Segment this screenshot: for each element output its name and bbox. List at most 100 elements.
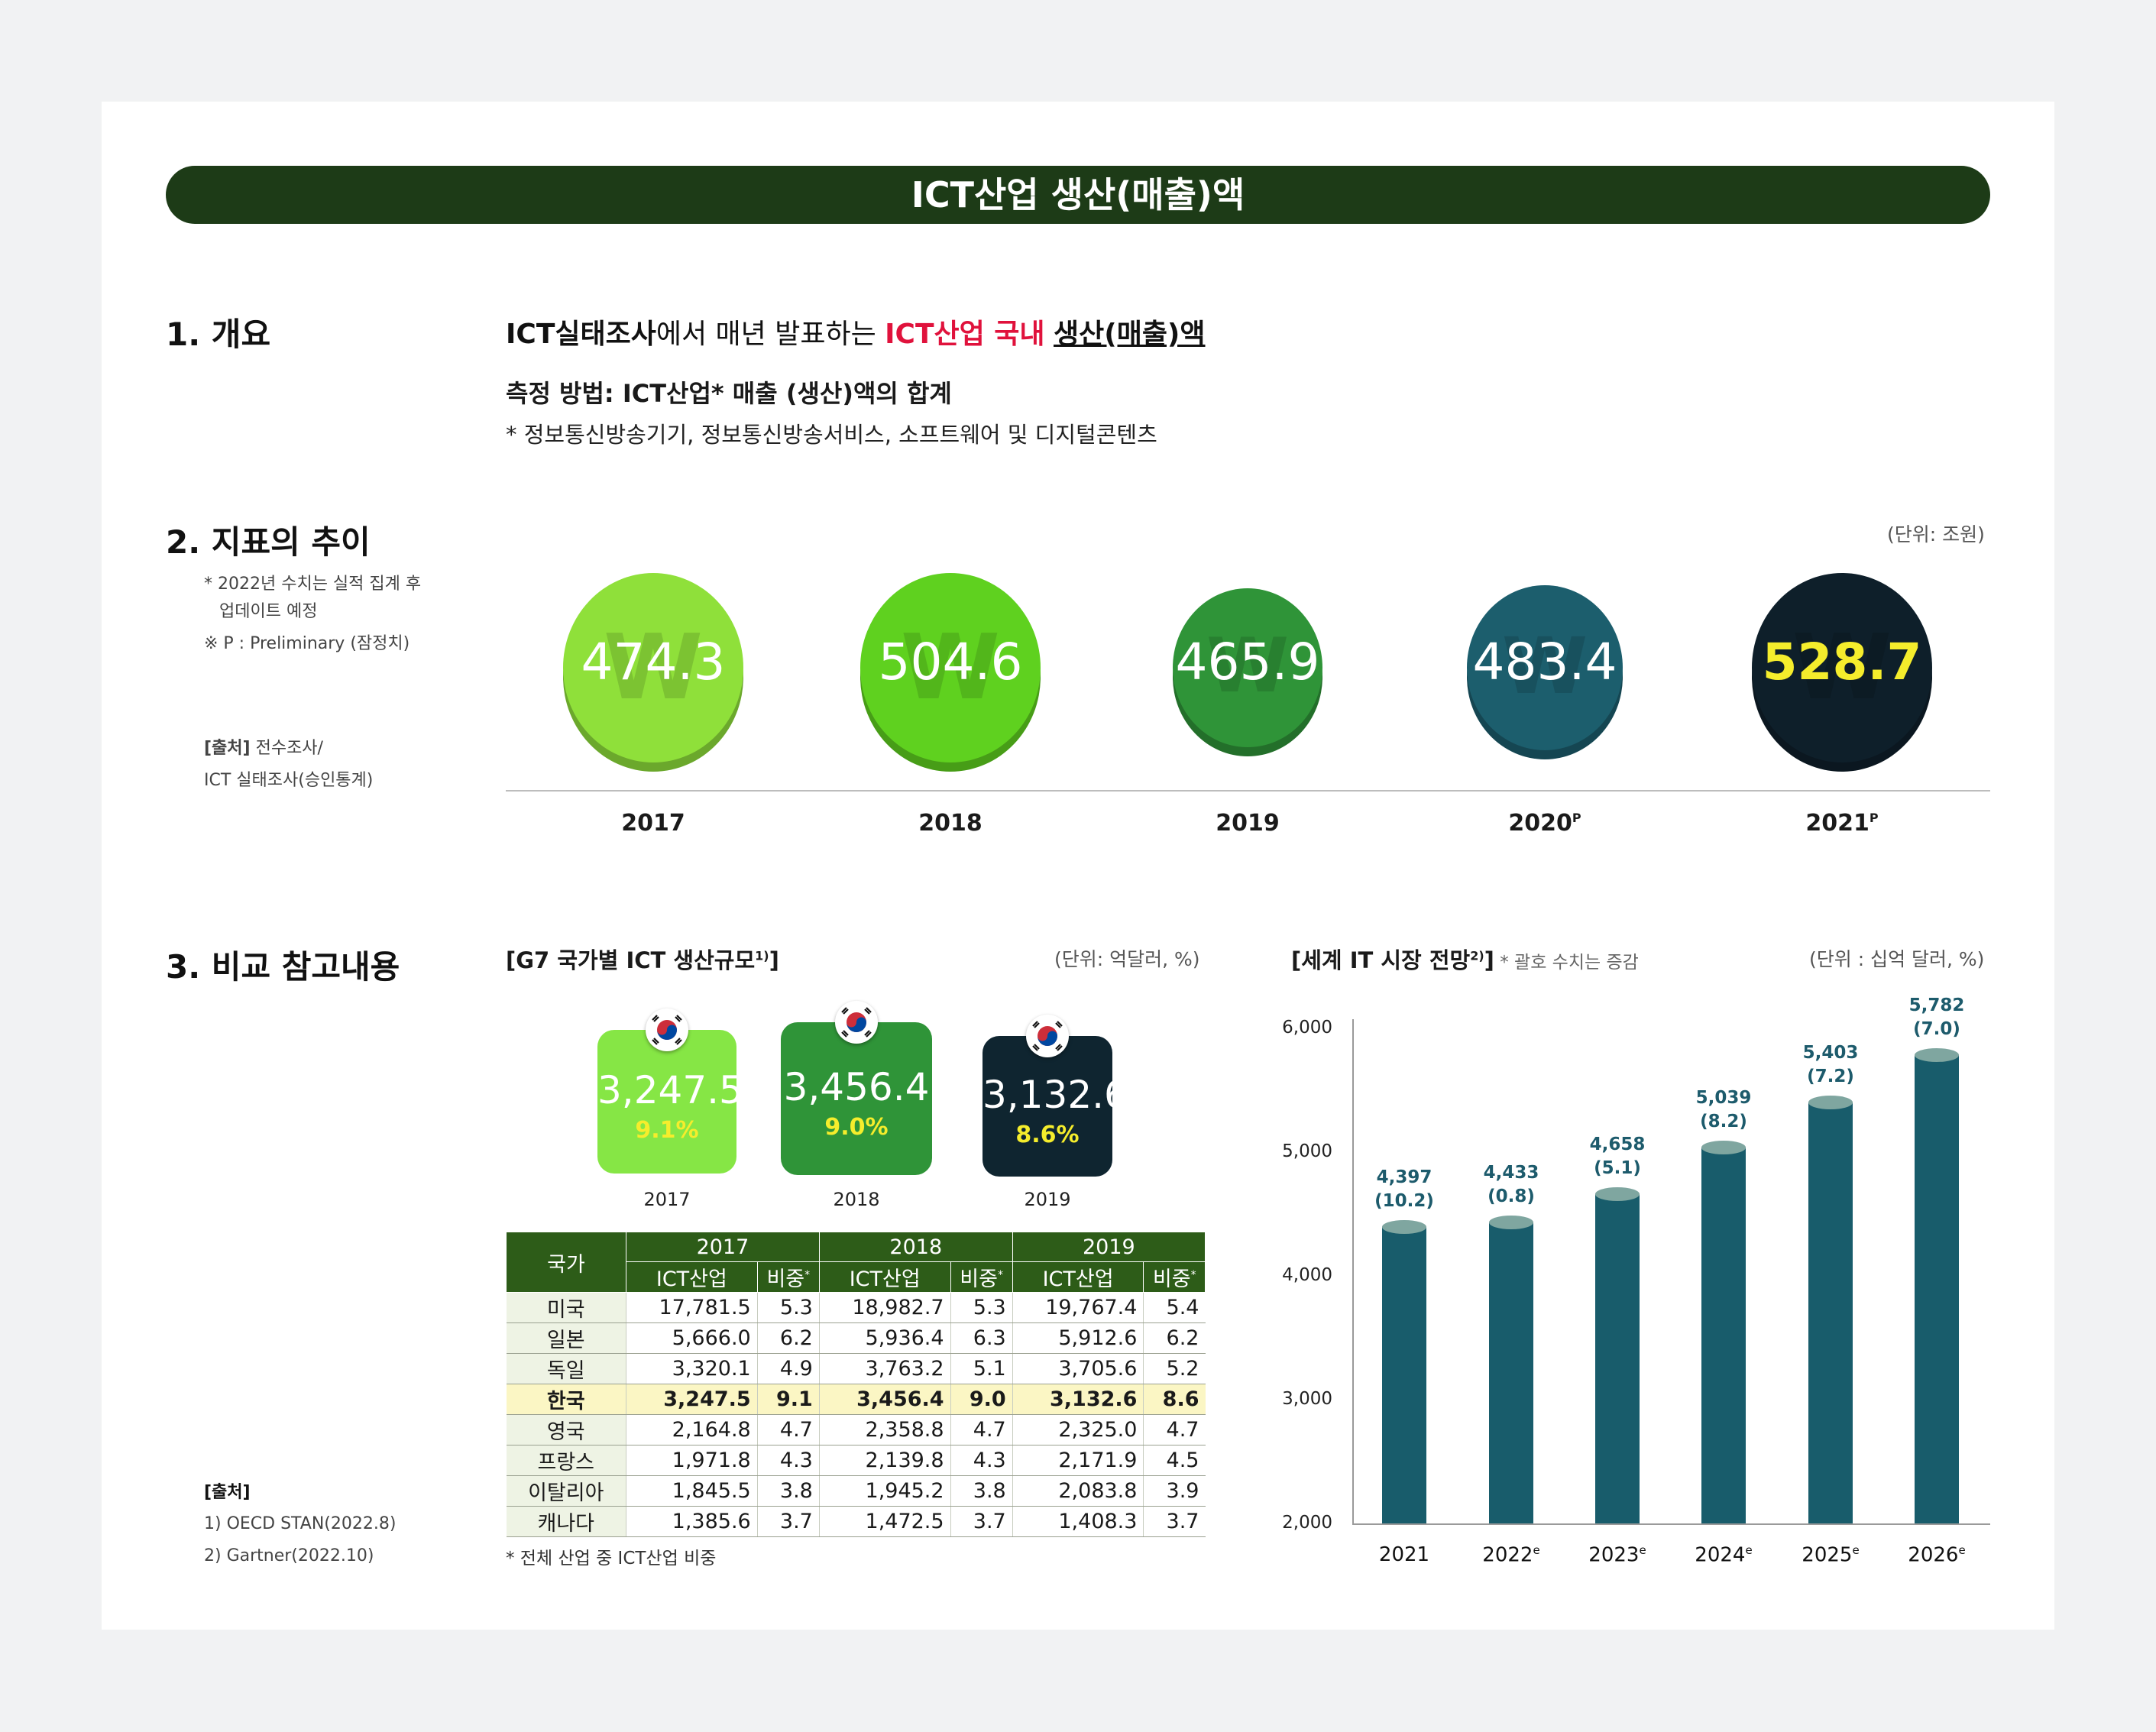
it-chart-title-text: [세계 IT 시장 전망 [1291,947,1471,973]
year-text: 2018 [918,810,983,837]
it-chart-title: [세계 IT 시장 전망2)] * 괄호 수치는 증감 [1291,943,1639,975]
share-label: 비중 [1152,1267,1191,1291]
g7-box-value: 3,247.5 [597,1068,743,1112]
table-cell-share: 6.3 [950,1322,1013,1354]
table-row: 독일 3,320.1 4.9 3,763.2 5.1 3,705.6 5.2 [506,1353,1206,1384]
x-tick-text: 2026 [1908,1543,1959,1567]
table-row: 캐나다 1,385.6 3.7 1,472.5 3.7 1,408.3 3.7 [506,1506,1206,1537]
bar-cap [1382,1219,1426,1234]
table-note: * 전체 산업 중 ICT산업 비중 [506,1549,717,1569]
y-tick-label: 2,000 [1282,1513,1332,1533]
method-text: 측정 방법: ICT산업* 매출 (생산)액의 합계 [506,379,952,408]
y-tick-label: 6,000 [1282,1018,1332,1038]
table-cell-ict: 3,320.1 [626,1353,758,1384]
table-cell-share: 5.2 [1143,1353,1206,1384]
year-text: 2019 [1216,810,1280,837]
trend-unit: (단위: 조원) [1887,523,1985,545]
coin-face [860,573,1041,762]
table-header-year-2019: 2019 [1012,1232,1206,1262]
x-tick-sup: e [1639,1543,1646,1557]
x-axis-line [1352,1523,1990,1525]
x-tick-sup: e [1745,1543,1753,1557]
g7-box-2019: 3,132.6 8.6% [983,1036,1128,1177]
table-cell-share: 9.1 [756,1384,820,1415]
y-tick-label: 3,000 [1282,1389,1332,1409]
it-chart-subnote: * 괄호 수치는 증감 [1494,953,1639,973]
share-asterisk: * [804,1269,811,1281]
coin-2018: W 504.6 [860,573,1041,772]
table-cell-country: 독일 [506,1353,626,1384]
table-cell-share: 4.7 [756,1414,820,1445]
table-subheader-ict: ICT산업 [818,1261,951,1293]
section-1-heading: 1. 개요 [166,316,271,353]
table-cell-ict: 1,408.3 [1012,1506,1144,1537]
table-cell-ict: 1,845.5 [626,1475,758,1507]
g7-box-percent: 9.0% [824,1114,889,1141]
table-cell-share: 4.7 [1143,1414,1206,1445]
x-tick-sup: e [1852,1543,1860,1557]
coin-value: 504.6 [878,633,1023,691]
year-sup: P [1572,811,1581,825]
table-cell-share: 4.9 [756,1353,820,1384]
coin-year-label: 2018 [874,810,1027,837]
bar-value: 5,782 [1908,995,1965,1016]
table-cell-ict: 18,982.7 [818,1292,951,1323]
trend-note-2: 업데이트 예정 [219,602,318,621]
table-subheader-share: 비중* [1143,1261,1206,1293]
bar-value: 5,403 [1802,1042,1859,1063]
x-tick-text: 2021 [1378,1543,1430,1566]
y-tick-label: 5,000 [1282,1141,1332,1161]
bar [1808,1102,1853,1523]
trend-source-1: 전수조사/ [250,739,323,758]
bar-cap [1808,1095,1853,1109]
x-tick-sup: e [1958,1543,1966,1557]
g7-box-2018: 3,456.4 9.0% [781,1022,932,1175]
table-cell-share: 3.8 [950,1475,1013,1507]
g7-title-end: ] [769,947,779,973]
table-cell-share: 3.9 [1143,1475,1206,1507]
coin-2019: W 465.9 [1173,588,1322,756]
g7-year-label: 2019 [1024,1189,1071,1210]
table-cell-country: 일본 [506,1322,626,1354]
table-row: 프랑스 1,971.8 4.3 2,139.8 4.3 2,171.9 4.5 [506,1445,1206,1476]
table-cell-ict: 2,325.0 [1012,1414,1144,1445]
table-cell-share: 5.4 [1143,1292,1206,1323]
bar-value-label: 4,397 (10.2) [1355,1166,1454,1213]
g7-box-percent: 8.6% [1015,1122,1080,1148]
year-sup: P [1869,811,1879,825]
bar-value-label: 5,403 (7.2) [1781,1041,1880,1089]
coin-value: 483.4 [1472,633,1617,691]
g7-title-text: [G7 국가별 ICT 생산규모 [506,947,756,973]
coin-value: 474.3 [581,633,726,691]
table-cell-share: 3.7 [756,1506,820,1537]
bar-cap [1489,1215,1533,1229]
it-chart-title-sup: 2) [1470,948,1484,963]
coin-2017: W 474.3 [563,573,743,772]
table-cell-ict: 3,763.2 [818,1353,951,1384]
won-icon: W [1792,614,1892,720]
bar-value-label: 5,782 (7.0) [1887,994,1986,1041]
table-cell-ict: 2,164.8 [626,1414,758,1445]
table-cell-ict: 2,083.8 [1012,1475,1144,1507]
table-cell-ict: 3,705.6 [1012,1353,1144,1384]
bar-value-label: 4,433 (0.8) [1462,1161,1561,1209]
bar-value-label: 4,658 (5.1) [1568,1133,1667,1180]
x-tick-text: 2023 [1588,1543,1640,1567]
y-axis-line [1352,1019,1354,1523]
coin-year-label: 2020P [1468,810,1621,837]
table-row: 미국 17,781.5 5.3 18,982.7 5.3 19,767.4 5.4 [506,1292,1206,1323]
x-tick-label: 2026e [1887,1543,1986,1567]
bar [1915,1055,1959,1523]
it-chart-title-end: ] [1484,947,1494,973]
lead-part5: 생산(매출)액 [1054,319,1206,350]
table-subheader-share: 비중* [756,1261,820,1293]
compare-source-label: [출처] [204,1483,251,1502]
lead-part1: ICT실태조사 [506,319,656,350]
won-icon: W [1501,620,1588,712]
table-cell-ict: 17,781.5 [626,1292,758,1323]
korea-flag-icon [646,1008,688,1051]
table-cell-share: 4.3 [950,1445,1013,1476]
coin-baseline [506,790,1990,792]
compare-source-2: 2) Gartner(2022.10) [204,1546,374,1565]
bar-value: 5,039 [1695,1087,1752,1108]
